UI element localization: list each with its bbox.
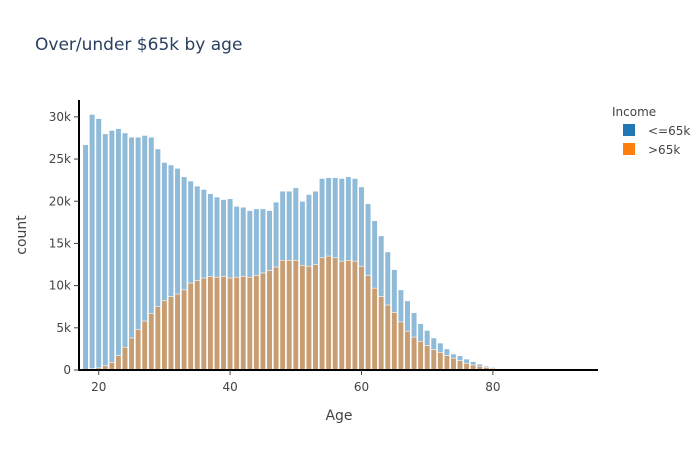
- y-tick-label-6: 30k: [49, 110, 71, 124]
- bar-over-65k-age-51[interactable]: [299, 265, 306, 371]
- legend-item-over-65k[interactable]: >65k: [623, 143, 680, 157]
- y-tick-label-5: 25k: [49, 152, 71, 166]
- bar-under-65k-age-18[interactable]: [82, 144, 89, 371]
- y-tick-label-1: 5k: [56, 321, 71, 335]
- bar-over-65k-age-69[interactable]: [417, 341, 424, 371]
- bar-over-65k-age-60[interactable]: [358, 265, 365, 371]
- legend-item-under-65k[interactable]: <=65k: [623, 124, 690, 138]
- legend-label-over-65k: >65k: [648, 143, 680, 157]
- bar-over-65k-age-57[interactable]: [338, 260, 345, 371]
- bar-over-65k-age-53[interactable]: [312, 264, 319, 371]
- bar-over-65k-age-64[interactable]: [384, 304, 391, 371]
- bar-over-65k-age-44[interactable]: [253, 275, 260, 371]
- x-tick-label-20: 20: [91, 380, 106, 394]
- bar-under-65k-age-21[interactable]: [102, 133, 109, 371]
- bar-over-65k-age-74[interactable]: [450, 357, 457, 371]
- y-axis-ticks: 0 5k 10k 15k 20k 25k 30k: [49, 110, 79, 377]
- bar-over-65k-age-70[interactable]: [424, 345, 431, 371]
- bar-under-65k-age-23[interactable]: [115, 128, 122, 371]
- bar-over-65k-age-27[interactable]: [141, 320, 148, 371]
- bar-over-65k-age-39[interactable]: [220, 276, 227, 371]
- plot-area: [82, 114, 595, 371]
- bar-over-65k-age-55[interactable]: [325, 255, 332, 371]
- bar-over-65k-age-63[interactable]: [378, 296, 385, 371]
- bar-under-65k-age-24[interactable]: [121, 132, 129, 371]
- x-axis-title: Age: [325, 408, 352, 424]
- bar-over-65k-age-26[interactable]: [135, 329, 142, 371]
- bar-over-65k-age-54[interactable]: [318, 257, 326, 371]
- bar-over-65k-age-29[interactable]: [154, 306, 161, 371]
- bar-over-65k-age-72[interactable]: [437, 351, 444, 371]
- bar-over-65k-age-37[interactable]: [207, 276, 214, 371]
- bar-over-65k-age-22[interactable]: [108, 362, 115, 371]
- bar-over-65k-age-25[interactable]: [128, 337, 135, 371]
- bar-over-65k-age-52[interactable]: [305, 265, 313, 371]
- chart-title: Over/under $65k by age: [35, 35, 242, 55]
- bar-over-65k-age-59[interactable]: [351, 260, 359, 371]
- bar-over-65k-age-32[interactable]: [174, 293, 181, 371]
- x-axis-ticks: 20 40 60 80: [91, 370, 501, 394]
- bar-over-65k-age-71[interactable]: [430, 349, 437, 371]
- bar-over-65k-age-75[interactable]: [456, 360, 464, 371]
- bar-over-65k-age-43[interactable]: [246, 276, 253, 371]
- x-tick-label-60: 60: [354, 380, 369, 394]
- bar-over-65k-age-65[interactable]: [391, 312, 398, 371]
- bar-over-65k-age-36[interactable]: [200, 277, 207, 371]
- bar-over-65k-age-24[interactable]: [121, 346, 129, 371]
- legend-label-under-65k: <=65k: [648, 124, 690, 138]
- bar-over-65k-age-49[interactable]: [286, 260, 293, 371]
- bar-over-65k-age-47[interactable]: [272, 266, 280, 371]
- legend: Income <=65k >65k: [612, 105, 690, 157]
- bar-over-65k-age-67[interactable]: [404, 330, 411, 371]
- bar-under-65k-age-25[interactable]: [128, 136, 135, 371]
- bar-over-65k-age-34[interactable]: [187, 282, 194, 371]
- x-tick-label-80: 80: [485, 380, 500, 394]
- bar-under-65k-age-20[interactable]: [95, 118, 102, 371]
- bar-over-65k-age-35[interactable]: [194, 280, 201, 371]
- y-axis-title: count: [14, 215, 30, 255]
- legend-swatch-over-65k: [623, 143, 635, 155]
- series-over-65k: [82, 255, 595, 371]
- y-tick-label-4: 20k: [49, 194, 71, 208]
- bar-over-65k-age-50[interactable]: [292, 260, 299, 371]
- legend-swatch-under-65k: [623, 124, 635, 136]
- bar-over-65k-age-38[interactable]: [213, 276, 221, 371]
- bar-over-65k-age-42[interactable]: [240, 276, 247, 371]
- x-tick-label-40: 40: [222, 380, 237, 394]
- bar-over-65k-age-33[interactable]: [181, 289, 188, 371]
- bar-over-65k-age-68[interactable]: [410, 336, 418, 371]
- bar-over-65k-age-73[interactable]: [443, 355, 450, 371]
- bar-over-65k-age-61[interactable]: [364, 275, 372, 371]
- bar-over-65k-age-46[interactable]: [266, 270, 273, 371]
- bar-over-65k-age-58[interactable]: [345, 260, 352, 371]
- bar-over-65k-age-48[interactable]: [279, 260, 286, 371]
- bar-over-65k-age-40[interactable]: [227, 277, 234, 371]
- bar-over-65k-age-45[interactable]: [259, 272, 267, 371]
- bar-over-65k-age-56[interactable]: [332, 257, 339, 371]
- bar-over-65k-age-41[interactable]: [233, 276, 240, 371]
- bar-over-65k-age-28[interactable]: [148, 313, 155, 371]
- y-tick-label-0: 0: [63, 363, 71, 377]
- legend-title: Income: [612, 105, 656, 119]
- y-tick-label-3: 15k: [49, 236, 71, 250]
- bar-over-65k-age-76[interactable]: [463, 362, 470, 371]
- bar-under-65k-age-19[interactable]: [89, 114, 96, 371]
- bar-over-65k-age-31[interactable]: [167, 296, 175, 371]
- bar-over-65k-age-62[interactable]: [371, 287, 378, 371]
- bar-under-65k-age-22[interactable]: [108, 130, 115, 371]
- bar-over-65k-age-30[interactable]: [161, 300, 168, 371]
- bar-over-65k-age-66[interactable]: [397, 321, 405, 371]
- y-tick-label-2: 10k: [49, 279, 71, 293]
- bar-over-65k-age-23[interactable]: [115, 355, 122, 371]
